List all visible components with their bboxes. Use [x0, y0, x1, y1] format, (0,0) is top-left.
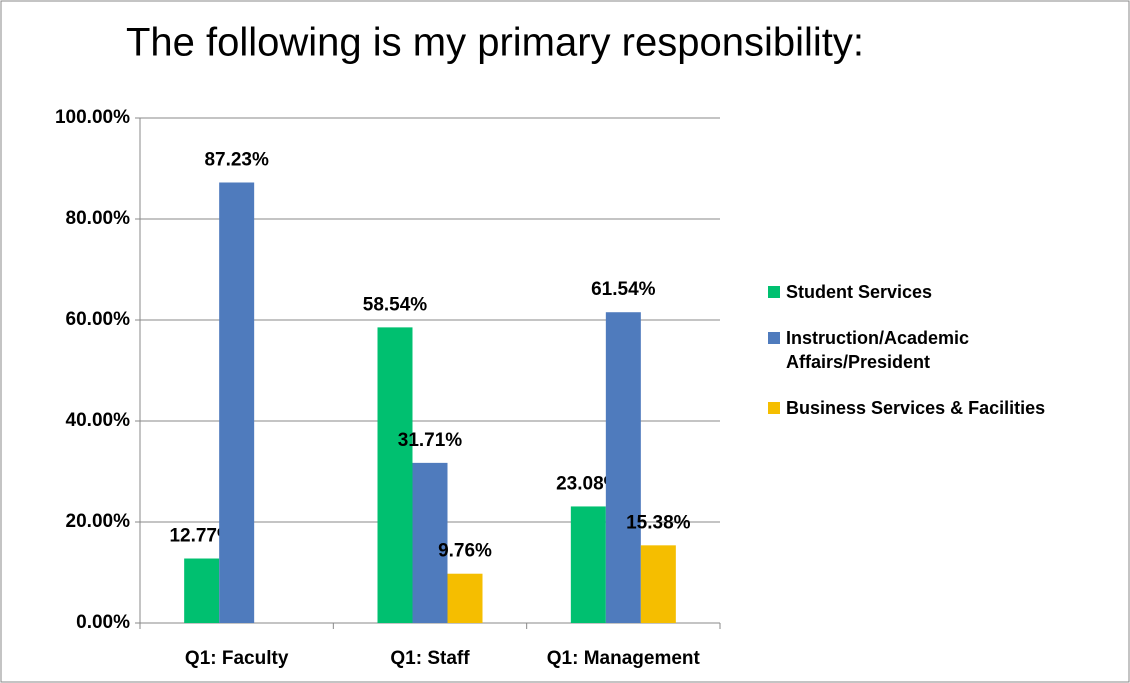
legend-label: Business Services & Facilities	[786, 398, 1046, 418]
legend-label: Instruction/Academic Affairs/President	[786, 328, 970, 372]
legend-swatch	[768, 332, 780, 344]
value-label: 58.54%	[363, 294, 428, 315]
y-tick-label: 80.00%	[66, 208, 131, 229]
legend-swatch	[768, 286, 780, 298]
value-label: 12.77%	[169, 526, 234, 547]
legend-item: Student Services	[768, 280, 1128, 304]
bar	[219, 182, 255, 623]
y-tick-label: 60.00%	[66, 309, 131, 330]
legend-label: Student Services	[786, 282, 933, 302]
bar	[377, 327, 413, 623]
y-tick-label: 0.00%	[76, 612, 130, 633]
value-label: 23.08%	[556, 473, 621, 494]
x-tick-label: Q1: Faculty	[185, 648, 289, 669]
legend-swatch	[768, 402, 780, 414]
value-label: 15.38%	[626, 512, 691, 533]
x-tick-label: Q1: Staff	[390, 648, 470, 669]
legend-item: Instruction/Academic Affairs/President	[768, 326, 1128, 374]
y-tick-label: 20.00%	[66, 511, 131, 532]
value-label: 87.23%	[204, 150, 269, 171]
bar	[184, 558, 220, 623]
legend-item: Business Services & Facilities	[768, 396, 1128, 420]
y-tick-label: 100.00%	[55, 107, 130, 128]
value-label: 9.76%	[438, 541, 492, 562]
bar	[447, 573, 483, 623]
value-label: 61.54%	[591, 279, 656, 300]
bar	[640, 545, 676, 623]
legend: Student Services Instruction/Academic Aff…	[768, 280, 1128, 442]
value-label: 31.71%	[398, 430, 463, 451]
y-tick-label: 40.00%	[66, 410, 131, 431]
chart-title: The following is my primary responsibili…	[126, 21, 864, 65]
x-tick-label: Q1: Management	[547, 648, 701, 669]
bar	[412, 462, 448, 623]
bar	[605, 312, 641, 623]
bar	[570, 506, 606, 623]
